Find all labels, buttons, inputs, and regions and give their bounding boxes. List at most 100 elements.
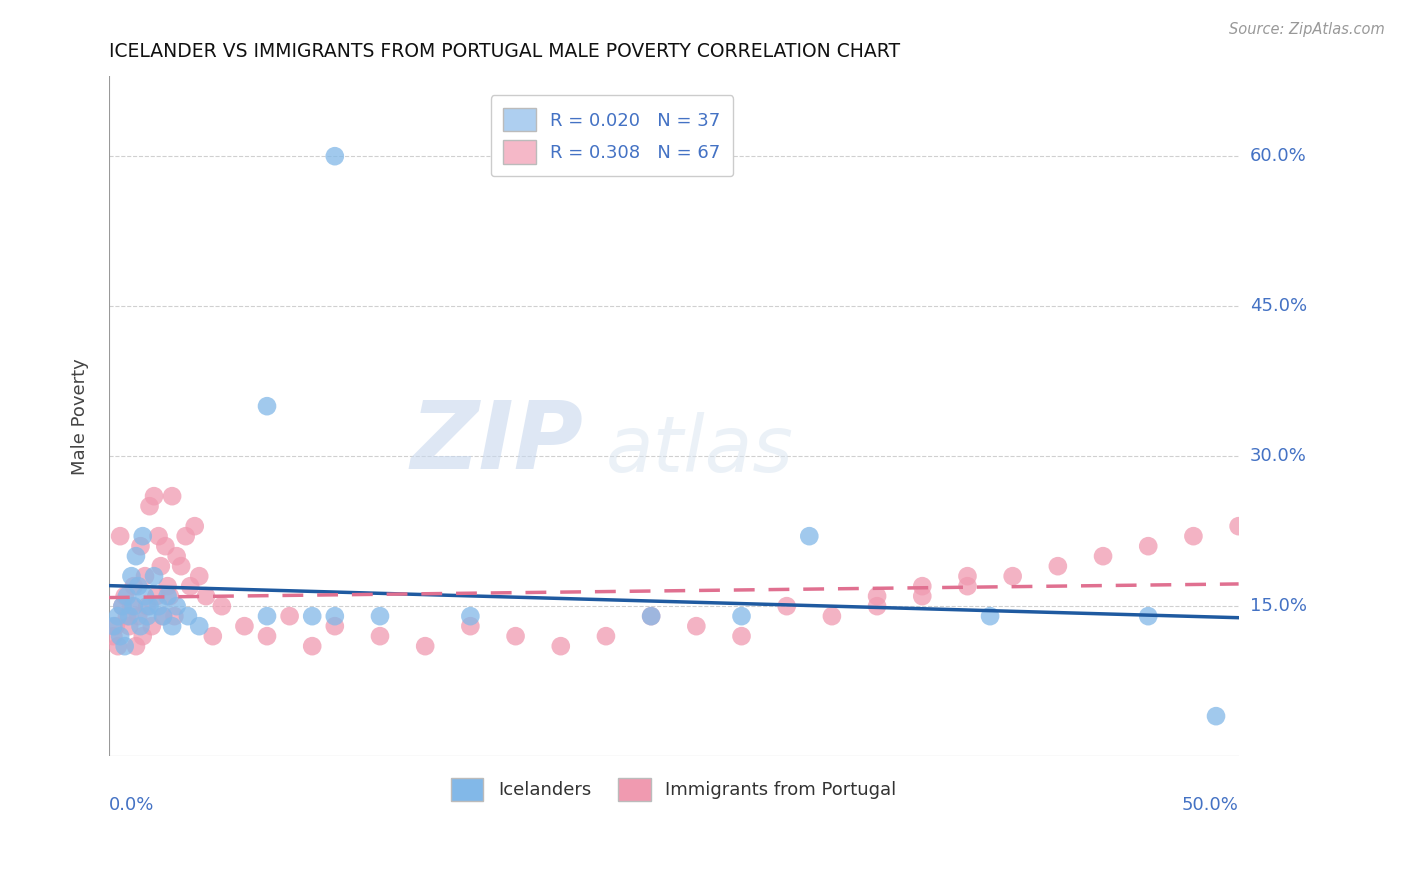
Text: Source: ZipAtlas.com: Source: ZipAtlas.com [1229,22,1385,37]
Point [911,589,934,603]
Point [163,609,186,624]
Text: ICELANDER VS IMMIGRANTS FROM PORTUGAL MALE POVERTY CORRELATION CHART: ICELANDER VS IMMIGRANTS FROM PORTUGAL MA… [108,42,900,61]
Point [108,629,131,643]
Point [323,619,346,633]
Point [120,599,142,614]
Point [166,549,188,564]
Point [134,589,156,603]
Point [233,619,256,633]
Point [143,489,166,503]
Point [136,609,159,624]
Point [956,569,979,583]
Point [122,599,145,614]
Point [104,619,127,633]
Point [160,489,183,503]
Point [152,609,174,624]
Legend: Icelanders, Immigrants from Portugal: Icelanders, Immigrants from Portugal [444,771,904,808]
Point [120,569,142,583]
Point [118,619,141,633]
Point [111,599,134,614]
Point [413,639,436,653]
Point [103,619,125,633]
Text: 50.0%: 50.0% [1182,797,1239,814]
Point [107,609,129,624]
Point [550,639,572,653]
Point [127,609,149,624]
Point [188,619,211,633]
Point [179,579,201,593]
Point [301,639,323,653]
Point [1205,709,1227,723]
Point [108,529,131,543]
Point [149,559,172,574]
Point [685,619,707,633]
Point [911,579,934,593]
Point [148,529,170,543]
Point [979,609,1001,624]
Point [138,599,160,614]
Point [730,629,752,643]
Point [166,599,188,614]
Point [323,149,346,163]
Text: 60.0%: 60.0% [1250,147,1306,165]
Text: ZIP: ZIP [411,397,583,490]
Text: Male Poverty: Male Poverty [70,358,89,475]
Point [145,589,167,603]
Point [1137,539,1160,553]
Point [159,589,181,603]
Point [799,529,821,543]
Point [256,629,278,643]
Point [460,619,482,633]
Point [132,529,155,543]
Text: 30.0%: 30.0% [1250,447,1306,466]
Point [111,599,134,614]
Point [821,609,844,624]
Point [134,569,156,583]
Point [115,609,138,624]
Point [195,589,218,603]
Point [866,599,889,614]
Point [1092,549,1115,564]
Point [118,609,141,624]
Point [129,619,152,633]
Point [156,589,179,603]
Point [183,519,205,533]
Point [143,569,166,583]
Point [103,629,125,643]
Text: 45.0%: 45.0% [1250,297,1308,315]
Point [776,599,799,614]
Point [640,609,662,624]
Point [136,599,159,614]
Point [956,579,979,593]
Point [170,559,193,574]
Point [1137,609,1160,624]
Point [115,589,138,603]
Text: atlas: atlas [606,412,794,488]
Point [301,609,323,624]
Point [1001,569,1024,583]
Point [125,639,148,653]
Point [188,569,211,583]
Point [148,599,170,614]
Point [1182,529,1205,543]
Point [141,619,163,633]
Point [505,629,527,643]
Point [107,639,129,653]
Point [866,589,889,603]
Point [1227,519,1250,533]
Point [132,629,155,643]
Point [640,609,662,624]
Point [368,629,391,643]
Point [160,619,183,633]
Point [138,499,160,513]
Point [122,579,145,593]
Point [114,639,136,653]
Point [174,529,197,543]
Text: 15.0%: 15.0% [1250,597,1308,615]
Point [155,539,177,553]
Point [129,539,152,553]
Point [1046,559,1069,574]
Text: 0.0%: 0.0% [108,797,155,814]
Point [201,629,224,643]
Point [278,609,301,624]
